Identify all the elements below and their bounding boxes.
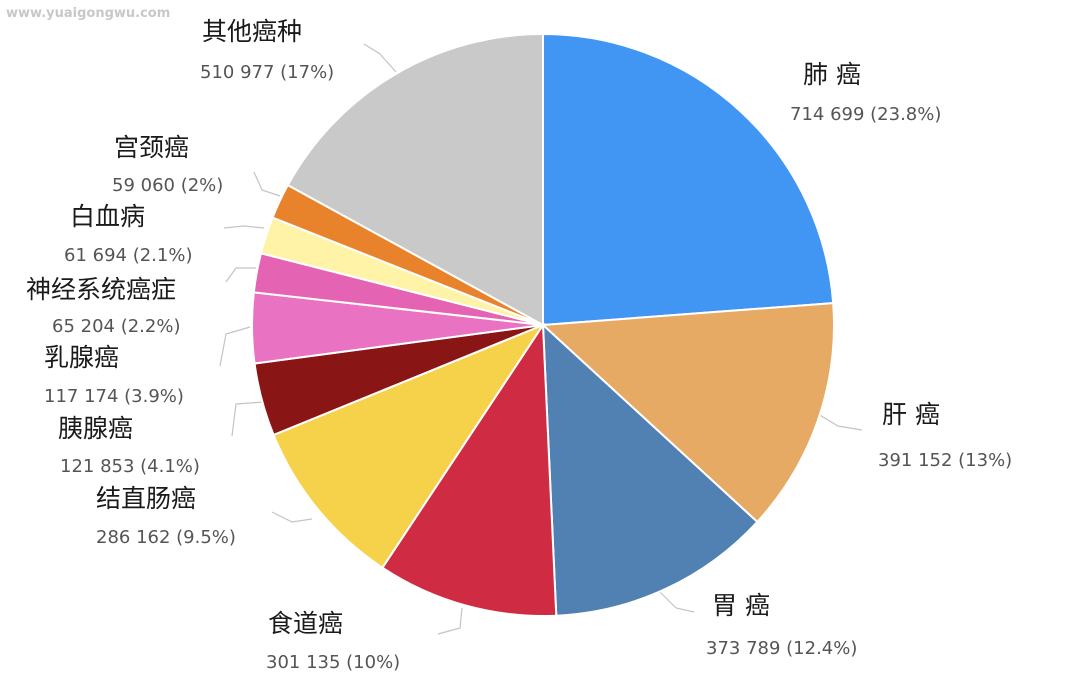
slice-value-label: 391 152 (13%) bbox=[878, 450, 1012, 471]
slice-value-label: 117 174 (3.9%) bbox=[44, 386, 184, 407]
slice-category-label: 神经系统癌症 bbox=[26, 275, 176, 304]
leader-line bbox=[231, 401, 265, 437]
pie-slice bbox=[542, 32, 835, 327]
slice-category-label: 胃 癌 bbox=[712, 591, 770, 620]
slice-category-label: 食道癌 bbox=[268, 609, 343, 638]
leader-line bbox=[225, 267, 256, 283]
slice-value-label: 714 699 (23.8%) bbox=[790, 104, 941, 125]
pie-slice bbox=[286, 32, 544, 327]
slice-value-label: 65 204 (2.2%) bbox=[52, 316, 180, 337]
slice-value-label: 510 977 (17%) bbox=[200, 62, 334, 83]
pie-slices bbox=[251, 32, 835, 618]
leader-line bbox=[253, 171, 281, 197]
slice-category-label: 乳腺癌 bbox=[44, 343, 119, 372]
pie-slice bbox=[541, 322, 759, 617]
slice-category-label: 其他癌种 bbox=[202, 17, 302, 46]
slice-category-label: 宫颈癌 bbox=[114, 133, 189, 162]
slice-value-label: 59 060 (2%) bbox=[112, 175, 223, 196]
slice-category-label: 胰腺癌 bbox=[58, 414, 133, 443]
slice-value-label: 301 135 (10%) bbox=[266, 652, 400, 673]
leader-line bbox=[223, 225, 265, 229]
leader-line bbox=[659, 591, 695, 613]
slice-category-label: 白血病 bbox=[70, 202, 145, 231]
slice-value-label: 61 694 (2.1%) bbox=[64, 245, 192, 266]
slice-value-label: 373 789 (12.4%) bbox=[706, 638, 857, 659]
slice-category-label: 肝 癌 bbox=[882, 400, 940, 429]
slice-value-label: 121 853 (4.1%) bbox=[60, 456, 200, 477]
leader-line bbox=[817, 413, 863, 431]
leader-lines bbox=[219, 43, 863, 635]
pie-slice bbox=[540, 302, 835, 524]
pie-slice bbox=[381, 321, 558, 618]
leader-line bbox=[219, 326, 251, 367]
leader-line bbox=[271, 511, 313, 523]
pie-slice bbox=[272, 322, 546, 570]
leader-line bbox=[363, 43, 397, 73]
slice-category-label: 结直肠癌 bbox=[96, 484, 196, 513]
slice-labels: 肺 癌 714 699 (23.8%) 肝 癌 391 152 (13%) 胃 癌 373… bbox=[26, 17, 1012, 673]
watermark: www.yuaigongwu.com bbox=[6, 6, 170, 21]
slice-category-label: 肺 癌 bbox=[803, 60, 861, 89]
leader-line bbox=[437, 607, 463, 635]
slice-value-label: 286 162 (9.5%) bbox=[96, 527, 236, 548]
